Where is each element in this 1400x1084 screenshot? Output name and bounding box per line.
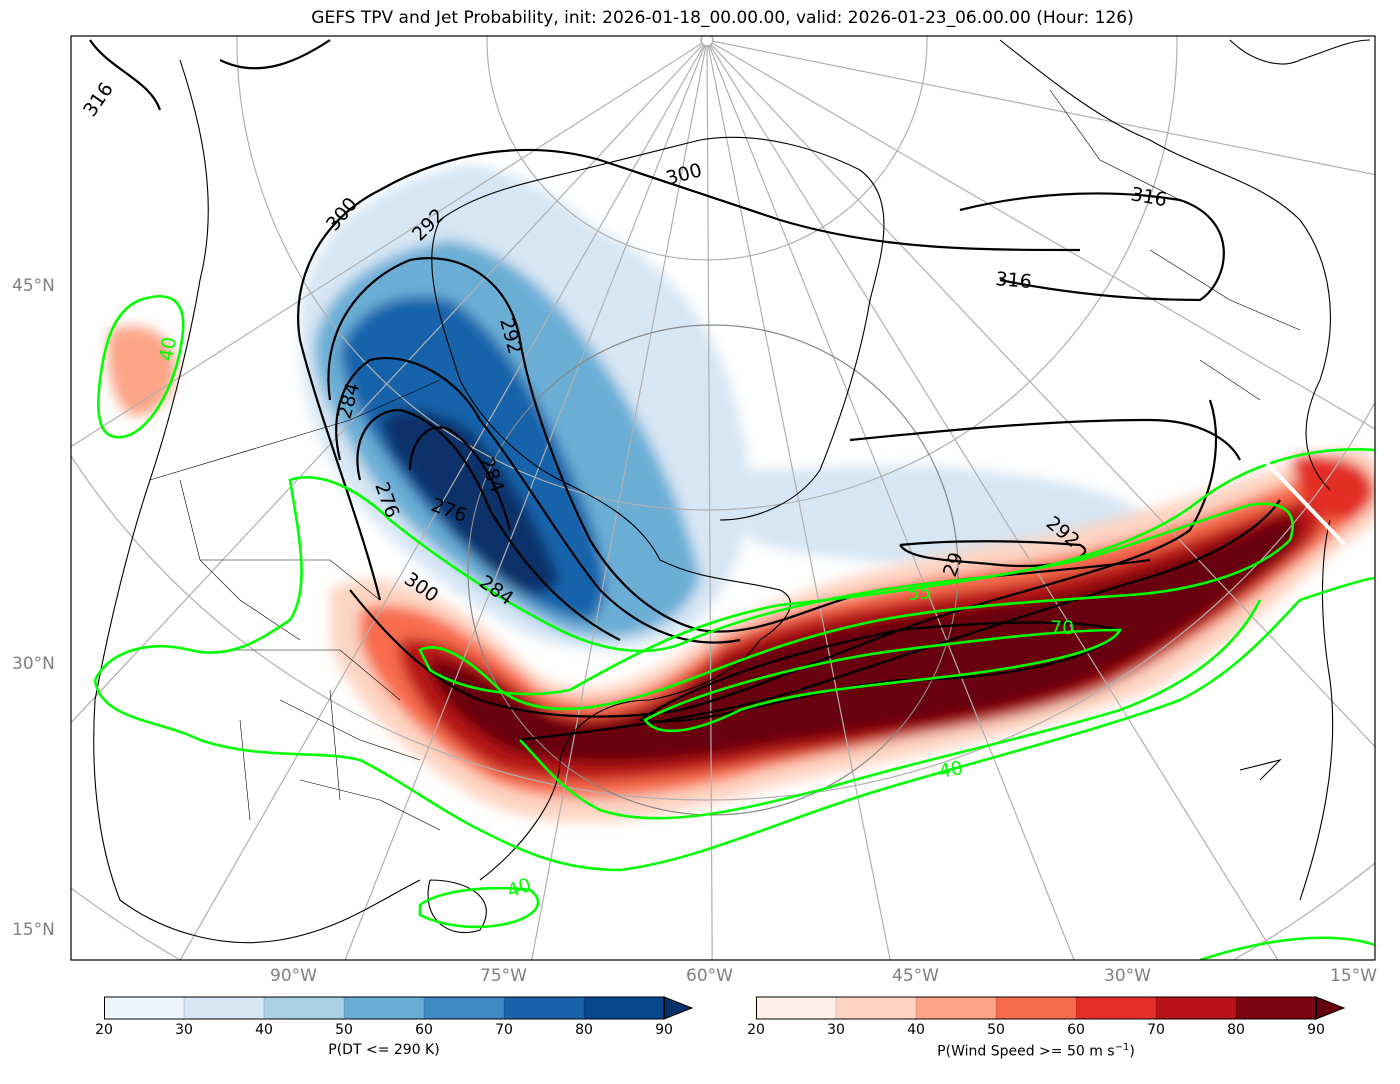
- colorbar-tpv-swatch: [264, 997, 345, 1019]
- contour-label: 40: [937, 757, 965, 783]
- political-boundaries: [149, 89, 1301, 831]
- lon-label-30w: 30°W: [1104, 966, 1151, 986]
- lat-label-30n: 30°N: [12, 654, 55, 674]
- colorbar-tpv-ticks: 20 30 40 50 60 70 80 90: [95, 1022, 694, 1040]
- colorbar-jet-swatch: [1236, 997, 1317, 1019]
- colorbar-jet-swatch: [756, 997, 837, 1019]
- colorbar-tpv-swatch: [184, 997, 265, 1019]
- colorbar-jet-outline: [756, 996, 1317, 1020]
- contour-label: 40: [504, 874, 534, 903]
- colorbar-jet-swatch: [836, 997, 917, 1019]
- north-pole-marker: [700, 36, 714, 47]
- lon-label-60w: 60°W: [686, 966, 733, 986]
- colorbar-tpv-tick-label: 90: [655, 1022, 673, 1038]
- colorbar-jet-tick-label: 90: [1307, 1022, 1325, 1038]
- lon-label-90w: 90°W: [270, 966, 317, 986]
- coastlines: [93, 39, 1371, 944]
- colorbar-jet-tick-label: 30: [827, 1022, 845, 1038]
- colorbar-tpv: 20 30 40 50 60 70 80 90 P(DT <= 290 K): [95, 996, 694, 1076]
- colorbar-jet-tick-label: 50: [987, 1022, 1005, 1038]
- colorbar-jet-swatches: [756, 996, 1346, 1020]
- contour-label: 316: [1129, 183, 1169, 211]
- contour-label: 300: [664, 159, 705, 190]
- colorbar-jet-label-end: ): [1129, 1043, 1135, 1060]
- colorbar-tpv-swatch: [424, 997, 505, 1019]
- oblique-frame: [467, 324, 959, 816]
- colorbar-jet-tick-label: 20: [747, 1022, 765, 1038]
- contour-label: 316: [79, 79, 118, 121]
- colorbar-jet-tick-label: 60: [1067, 1022, 1085, 1038]
- colorbar-tpv-label: P(DT <= 290 K): [328, 1042, 440, 1058]
- colorbar-tpv-extend-arrow: [663, 996, 694, 1020]
- contour-label: 70: [1050, 617, 1074, 639]
- jet-probability-field: [108, 326, 1375, 823]
- colorbar-tpv-tick-label: 60: [415, 1022, 433, 1038]
- colorbar-tpv-swatch: [584, 997, 665, 1019]
- colorbar-tpv-swatches: [104, 996, 694, 1020]
- colorbar-jet-extend-arrow: [1315, 996, 1346, 1020]
- colorbar-tpv-outline: [104, 996, 665, 1020]
- map-title: GEFS TPV and Jet Probability, init: 2026…: [311, 8, 1134, 28]
- colorbar-tpv-swatch: [504, 997, 585, 1019]
- colorbar-jet-ticks: 20 30 40 50 60 70 80 90: [747, 1022, 1346, 1040]
- wind-contours: [93, 294, 1375, 960]
- colorbar-jet-swatch: [996, 997, 1077, 1019]
- colorbar-jet-tick-label: 40: [907, 1022, 925, 1038]
- colorbar-tpv-swatch: [104, 997, 185, 1019]
- contour-label: 40: [155, 335, 181, 363]
- contour-label: 55: [907, 581, 933, 605]
- lon-label-45w: 45°W: [892, 966, 939, 986]
- colorbar-tpv-tick-label: 70: [495, 1022, 513, 1038]
- colorbar-tpv-tick-label: 30: [175, 1022, 193, 1038]
- colorbar-jet-label: P(Wind Speed >= 50 m s−1): [756, 1042, 1316, 1060]
- map-frame: [70, 35, 1376, 961]
- lat-label-15n: 15°N: [12, 920, 55, 940]
- colorbar-jet: 20 30 40 50 60 70 80 90 P(Wind Speed >= 50 m s−…: [747, 996, 1346, 1076]
- colorbar-tpv-tick-label: 40: [255, 1022, 273, 1038]
- colorbar-jet-tick-label: 80: [1227, 1022, 1245, 1038]
- projection-seam: [1243, 438, 1347, 547]
- colorbar-jet-tick-label: 70: [1147, 1022, 1165, 1038]
- colorbar-jet-label-sup: −1: [1114, 1042, 1130, 1053]
- colorbar-jet-label-text: P(Wind Speed >= 50 m s: [937, 1043, 1115, 1060]
- colorbar-jet-swatch: [916, 997, 997, 1019]
- colorbar-tpv-swatch: [344, 997, 425, 1019]
- colorbar-jet-swatch: [1076, 997, 1157, 1019]
- colorbar-tpv-tick-label: 20: [95, 1022, 113, 1038]
- colorbar-tpv-tick-label: 50: [335, 1022, 353, 1038]
- colorbar-jet-swatch: [1156, 997, 1237, 1019]
- lon-label-75w: 75°W: [480, 966, 527, 986]
- contour-label: 316: [995, 268, 1033, 293]
- colorbar-tpv-tick-label: 80: [575, 1022, 593, 1038]
- lon-label-15w: 15°W: [1330, 966, 1377, 986]
- lat-label-45n: 45°N: [12, 276, 55, 296]
